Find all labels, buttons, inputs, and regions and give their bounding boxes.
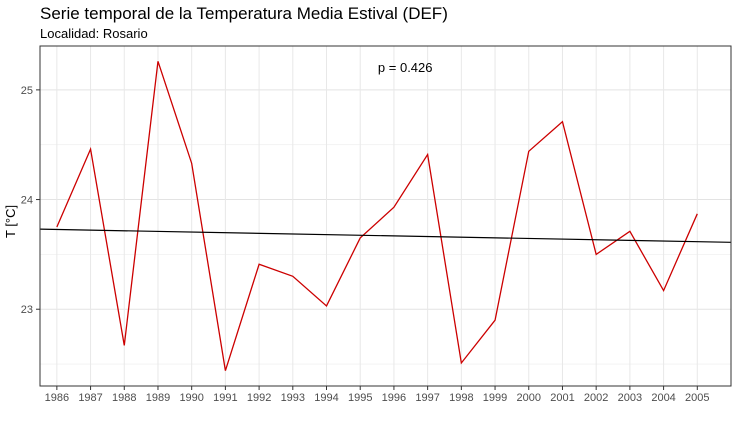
x-tick-label: 1998 (449, 392, 473, 404)
x-tick-label: 2005 (685, 392, 709, 404)
x-tick-label: 1995 (348, 392, 372, 404)
chart-subtitle: Localidad: Rosario (40, 26, 148, 41)
chart-title: Serie temporal de la Temperatura Media E… (40, 4, 448, 23)
y-ticks: 23 24 25 (21, 85, 40, 316)
y-tick-label: 24 (21, 195, 33, 207)
major-gridlines (40, 46, 731, 386)
annotation-group: p = 0.426 (378, 60, 433, 75)
y-tick-label: 23 (21, 304, 33, 316)
series-line (56, 61, 698, 371)
panel-border (39, 45, 732, 387)
x-tick-label: 1988 (112, 392, 136, 404)
y-tick-label: 25 (21, 85, 33, 97)
x-tick-label: 1986 (45, 392, 69, 404)
x-tick-label: 2003 (618, 392, 642, 404)
x-tick-label: 1987 (78, 392, 102, 404)
x-tick-label: 1991 (213, 392, 237, 404)
x-tick-label: 1993 (281, 392, 305, 404)
series-group (56, 61, 698, 371)
minor-gridlines (40, 144, 731, 365)
x-tick-label: 2001 (550, 392, 574, 404)
trend-line (39, 228, 732, 243)
x-tick-label: 1989 (146, 392, 170, 404)
trend-group (39, 228, 732, 243)
x-tick-label: 1992 (247, 392, 271, 404)
x-tick-label: 1997 (415, 392, 439, 404)
p-value-annotation: p = 0.426 (378, 60, 433, 75)
x-tick-label: 1990 (179, 392, 203, 404)
x-tick-label: 1999 (483, 392, 507, 404)
x-tick-label: 2000 (517, 392, 541, 404)
x-tick-label: 2002 (584, 392, 608, 404)
x-tick-label: 1994 (314, 392, 338, 404)
x-tick-label: 2004 (651, 392, 675, 404)
x-ticks: 1986 1987 1988 1989 1990 1991 1992 1993 1994 1995… (45, 386, 710, 404)
x-tick-label: 1996 (382, 392, 406, 404)
